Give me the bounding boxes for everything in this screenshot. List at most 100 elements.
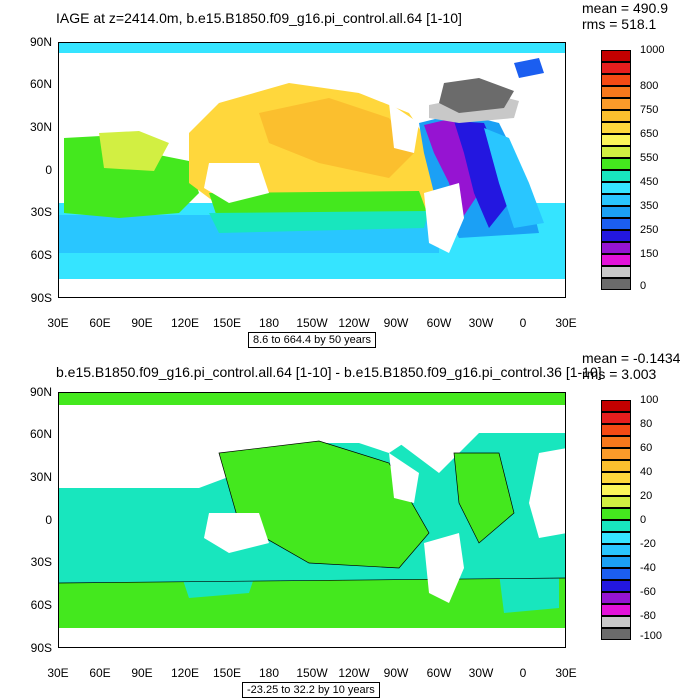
bottom-colorbar-label: 100 [640, 394, 659, 406]
top-colorbar-swatch [601, 278, 631, 290]
top-colorbar-swatch [601, 206, 631, 218]
bottom-arctic-strip [59, 393, 565, 405]
top-africa-land [529, 98, 565, 188]
top-y-tick-label: 90S [30, 291, 52, 305]
bottom-colorbar-label: 80 [640, 418, 653, 430]
top-colorbar-label: 0 [640, 280, 647, 292]
top-colorbar-swatch [601, 230, 631, 242]
top-australia-land [204, 163, 269, 203]
top-colorbar-label: 250 [640, 224, 659, 236]
top-mean-text: mean = 490.9 [582, 0, 669, 16]
top-x-tick-label: 30E [47, 316, 69, 330]
top-north-america-land [339, 53, 429, 103]
top-colorbar-swatch [601, 170, 631, 182]
bottom-colorbar-swatch [601, 448, 631, 460]
bottom-colorbar-swatch [601, 628, 631, 640]
bottom-x-tick-label: 120W [338, 666, 370, 680]
bottom-colorbar-swatch [601, 484, 631, 496]
top-colorbar-swatch [601, 62, 631, 74]
top-x-tick-label: 90E [131, 316, 153, 330]
bottom-siberia-land [179, 405, 309, 438]
bottom-colorbar-swatch [601, 532, 631, 544]
bottom-x-tick-label: 60E [89, 666, 111, 680]
bottom-contour-line [59, 577, 565, 584]
top-x-tick-label: 30E [555, 316, 577, 330]
bottom-colorbar-swatch [601, 460, 631, 472]
bottom-x-tick-label: 30E [47, 666, 69, 680]
bottom-colorbar-swatch [601, 580, 631, 592]
bottom-colorbar-swatch [601, 568, 631, 580]
bottom-antarctica-land [59, 629, 565, 647]
bottom-colorbar-label: 20 [640, 490, 653, 502]
bottom-y-tick-label: 30S [30, 555, 52, 569]
top-plot-title: IAGE at z=2414.0m, b.e15.B1850.f09_g16.p… [56, 10, 462, 26]
bottom-mean-text: mean = -0.1434 [582, 350, 681, 366]
bottom-colorbar-label: -40 [640, 562, 656, 574]
bottom-contour-subtitle: -23.25 to 32.2 by 10 years [242, 682, 380, 698]
top-colorbar [601, 50, 631, 290]
bottom-y-tick-label: 60S [30, 598, 52, 612]
bottom-southern-cyan-patch [499, 571, 559, 613]
top-indian-core [99, 131, 169, 171]
top-colorbar-swatch [601, 146, 631, 158]
top-x-tick-label: 60W [426, 316, 452, 330]
top-colorbar-swatch [601, 254, 631, 266]
top-y-tick-label: 0 [45, 163, 52, 177]
bottom-colorbar-swatch [601, 508, 631, 520]
top-colorbar-label: 350 [640, 200, 659, 212]
bottom-colorbar-swatch [601, 412, 631, 424]
top-eurasia-land [59, 53, 209, 105]
bottom-colorbar-swatch [601, 472, 631, 484]
bottom-colorbar-swatch [601, 436, 631, 448]
bottom-colorbar-swatch [601, 616, 631, 628]
top-contour-subtitle: 8.6 to 664.4 by 50 years [248, 332, 377, 348]
bottom-south-america-land [424, 533, 464, 603]
bottom-land-masks [59, 405, 565, 647]
top-colorbar-label: 750 [640, 104, 659, 116]
top-colorbar-label: 450 [640, 176, 659, 188]
top-panel: IAGE at z=2414.0m, b.e15.B1850.f09_g16.p… [29, 0, 669, 348]
bottom-colorbar-swatch [601, 604, 631, 616]
bottom-colorbar-label: -100 [640, 630, 663, 642]
top-colorbar-swatch [601, 134, 631, 146]
bottom-y-tick-label: 90S [30, 641, 52, 655]
top-x-tick-label: 150E [212, 316, 242, 330]
top-map-svg [59, 43, 565, 297]
top-siberia-land [179, 53, 309, 88]
top-colorbar-swatch [601, 110, 631, 122]
bottom-x-tick-label: 90E [131, 666, 153, 680]
bottom-panel: b.e15.B1850.f09_g16.pi_control.all.64 [1… [0, 350, 700, 700]
bottom-x-tick-label: 180 [258, 666, 280, 680]
top-x-tick-label: 120E [170, 316, 200, 330]
top-arctic-blue-patch [514, 58, 544, 78]
top-colorbar-swatch [601, 86, 631, 98]
top-y-tick-label: 30N [29, 120, 52, 134]
bottom-colorbar-swatch [601, 520, 631, 532]
top-colorbar-swatch [601, 122, 631, 134]
top-x-tick-label: 30W [468, 316, 494, 330]
top-x-tick-label: 60E [89, 316, 111, 330]
top-colorbar-swatch [601, 182, 631, 194]
bottom-x-tick-label: 150W [296, 666, 328, 680]
bottom-colorbar-label: 0 [640, 514, 647, 526]
bottom-x-tick-label: 30E [555, 666, 577, 680]
top-colorbar-swatch [601, 266, 631, 278]
bottom-colorbar-label: 40 [640, 466, 653, 478]
bottom-colorbar-swatch [601, 400, 631, 412]
top-x-tick-label: 0 [519, 316, 527, 330]
bottom-central-pacific-region [219, 441, 429, 568]
top-central-america-land [389, 103, 419, 153]
top-colorbar-label: 650 [640, 128, 659, 140]
top-colorbar-label: 1000 [640, 44, 665, 56]
top-map-plot [58, 42, 566, 298]
top-colorbar-swatch [601, 242, 631, 254]
bottom-y-tick-label: 60N [29, 427, 52, 441]
bottom-plot-title: b.e15.B1850.f09_g16.pi_control.all.64 [1… [56, 364, 602, 380]
top-south-america-land [424, 183, 464, 253]
bottom-colorbar-label: -20 [640, 538, 656, 550]
bottom-australia-land [204, 513, 269, 553]
bottom-atlantic-patch [454, 453, 514, 543]
bottom-y-tick-label: 30N [29, 470, 52, 484]
top-y-tick-label: 90N [29, 35, 52, 49]
bottom-x-tick-label: 0 [519, 666, 527, 680]
